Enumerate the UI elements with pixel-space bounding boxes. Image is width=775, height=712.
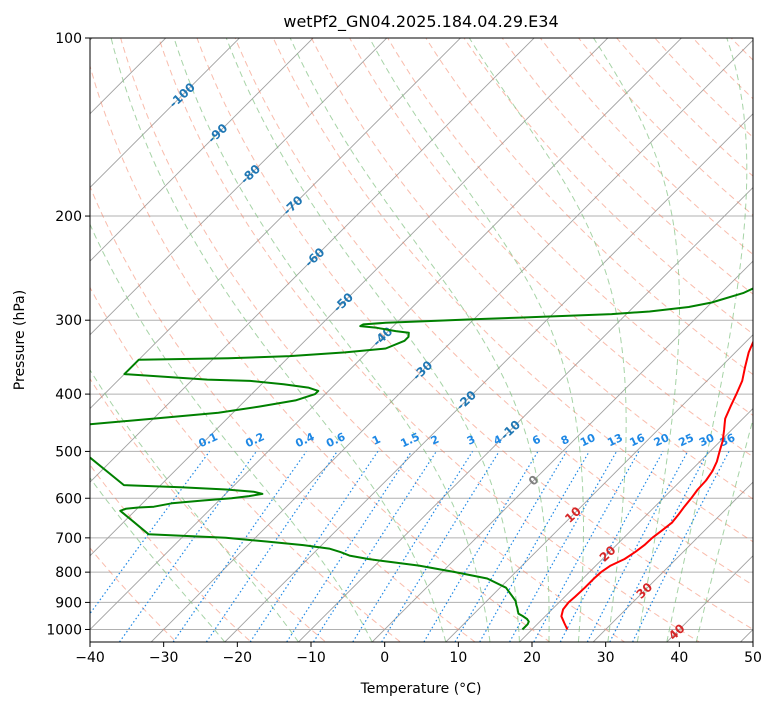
mixing-ratio-label: 2 xyxy=(429,433,441,448)
moist-adiabat xyxy=(111,38,446,642)
mixing-ratio-label: 6 xyxy=(530,433,543,448)
isotherm-line xyxy=(0,11,193,654)
dewpoint-profile xyxy=(63,38,775,630)
dry-adiabat xyxy=(39,11,491,654)
y-tick-label: 900 xyxy=(55,595,82,611)
y-tick-label: 700 xyxy=(55,531,82,547)
chart-title: wetPf2_GN04.2025.184.04.29.E34 xyxy=(283,12,558,32)
isotherm-line xyxy=(0,11,561,654)
moist-adiabat xyxy=(290,38,549,642)
moist-adiabat xyxy=(370,38,584,642)
y-tick-label: 800 xyxy=(55,565,82,581)
dry-adiabat xyxy=(669,11,775,654)
y-tick-label: 500 xyxy=(55,444,82,460)
isotherm-line xyxy=(0,11,414,654)
y-tick-label: 300 xyxy=(55,313,82,329)
x-tick-label: 0 xyxy=(380,650,389,666)
mixing-ratio-label: 30 xyxy=(697,431,717,449)
y-tick-label: 100 xyxy=(55,31,82,47)
mixing-ratio-line xyxy=(455,451,567,642)
x-tick-label: 10 xyxy=(449,650,467,666)
x-tick-label: 50 xyxy=(744,650,762,666)
mixing-ratio-line xyxy=(587,451,687,642)
mixing-ratio-label: 16 xyxy=(628,431,648,449)
dry-adiabat xyxy=(521,11,775,654)
mixing-ratio-label: 0.1 xyxy=(197,430,220,450)
mixing-ratio-label: 25 xyxy=(677,431,696,449)
y-axis-label: Pressure (hPa) xyxy=(12,290,28,390)
dry-adiabat xyxy=(76,11,567,654)
x-tick-label: 30 xyxy=(597,650,615,666)
dry-adiabat xyxy=(558,11,775,654)
x-tick-label: −10 xyxy=(296,650,326,666)
dry-adiabat xyxy=(706,11,775,654)
mixing-ratio-line xyxy=(534,451,639,642)
dry-adiabat xyxy=(632,11,775,654)
y-tick-label: 200 xyxy=(55,209,82,225)
mixing-ratio-label: 10 xyxy=(578,431,598,449)
mixing-ratio-label: 20 xyxy=(652,431,672,449)
y-tick-label: 1000 xyxy=(46,622,82,638)
dry-adiabat xyxy=(595,11,775,654)
mixing-ratio-label: 0.2 xyxy=(243,430,266,450)
mixing-ratio-label: 0.4 xyxy=(293,430,316,450)
mixing-ratio-label: 8 xyxy=(559,433,571,448)
mixing-ratio-label: 1 xyxy=(370,433,382,448)
isotherm-line xyxy=(360,11,775,654)
x-tick-label: −40 xyxy=(75,650,105,666)
plot-frame xyxy=(90,38,753,642)
dry-adiabat xyxy=(2,11,415,654)
dry-adiabat xyxy=(188,11,775,654)
mixing-ratio-label: 1.5 xyxy=(399,430,422,450)
mixing-ratio-line xyxy=(353,451,473,642)
x-axis-label: Temperature (°C) xyxy=(360,681,482,697)
x-tick-label: 40 xyxy=(670,650,688,666)
isotherm-line xyxy=(0,11,267,654)
y-tick-label: 600 xyxy=(55,491,82,507)
dry-adiabat xyxy=(225,11,775,654)
mixing-ratio-line xyxy=(633,451,729,642)
y-tick-label: 400 xyxy=(55,387,82,403)
mixing-ratio-label: 13 xyxy=(605,431,624,449)
x-tick-label: −30 xyxy=(149,650,179,666)
mixing-ratio-line xyxy=(314,451,437,642)
isotherm-line xyxy=(655,11,775,654)
moist-adiabat xyxy=(696,38,775,642)
dry-adiabat xyxy=(743,11,775,654)
dry-adiabat xyxy=(0,11,189,654)
mixing-ratio-line xyxy=(287,451,412,642)
x-tick-label: 20 xyxy=(523,650,541,666)
isotherm-line xyxy=(213,11,775,654)
moist-adiabat xyxy=(0,38,225,642)
x-tick-label: −20 xyxy=(223,650,253,666)
